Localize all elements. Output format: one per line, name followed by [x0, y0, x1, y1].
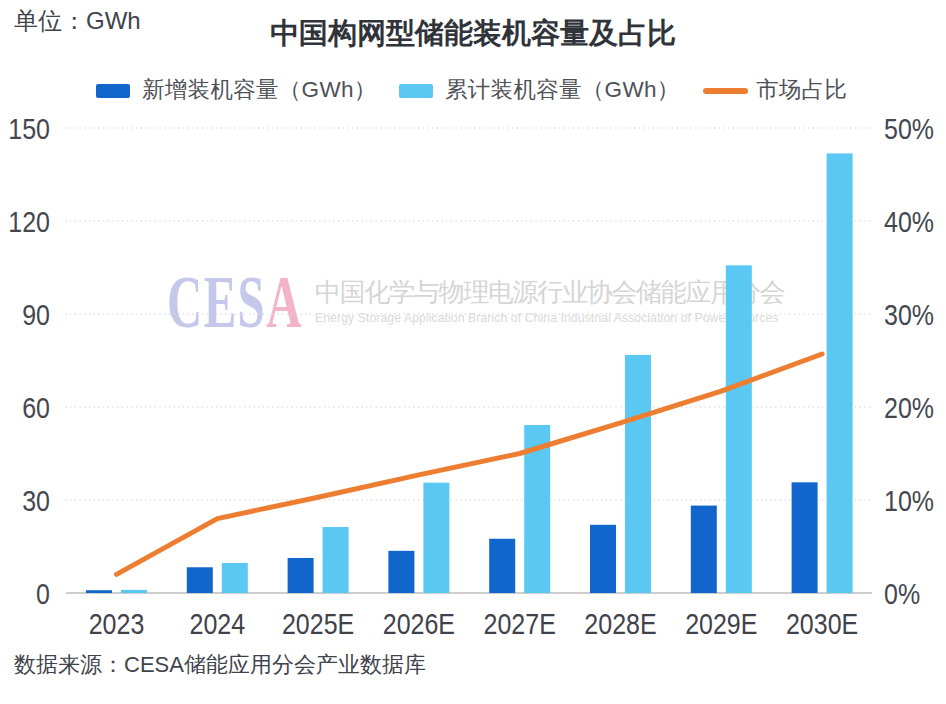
y-axis-left-tick-60: 60 — [22, 392, 50, 424]
bar-new-2026E — [388, 551, 414, 593]
bar-new-2024 — [187, 567, 213, 593]
bar-cumulative-2025E — [323, 527, 349, 593]
x-axis-label-2025E: 2025E — [282, 608, 354, 640]
bar-new-2027E — [489, 539, 515, 593]
x-axis-label-2023: 2023 — [89, 608, 145, 640]
bar-cumulative-2030E — [827, 153, 853, 593]
bar-new-2030E — [792, 482, 818, 593]
bar-new-2023 — [86, 590, 112, 593]
x-labels-group: 2023 2024 2025E 2026E 2027E 2028E 2029E 2030E — [89, 608, 859, 640]
y-axis-right-tick-10%: 10% — [884, 485, 934, 517]
y-axis-left-tick-120: 120 — [8, 206, 50, 238]
bar-cumulative-2029E — [726, 265, 752, 593]
x-axis-label-2024: 2024 — [189, 608, 245, 640]
y-axis-right-tick-30%: 30% — [884, 299, 934, 331]
y-axis-right-tick-0%: 0% — [884, 578, 920, 610]
x-axis-label-2029E: 2029E — [685, 608, 757, 640]
x-axis-label-2030E: 2030E — [786, 608, 858, 640]
y-axis-left-tick-150: 150 — [8, 113, 50, 145]
bar-new-2029E — [691, 506, 717, 593]
y-axis-right-tick-50%: 50% — [884, 113, 934, 145]
x-axis-label-2028E: 2028E — [584, 608, 656, 640]
y-axis-left-tick-0: 0 — [36, 578, 50, 610]
x-axis-label-2027E: 2027E — [484, 608, 556, 640]
bar-cumulative-2026E — [423, 483, 449, 593]
y-axis-left-tick-30: 30 — [22, 485, 50, 517]
bar-cumulative-2024 — [222, 563, 248, 593]
bar-new-2025E — [288, 558, 314, 593]
bar-new-2028E — [590, 525, 616, 593]
bar-cumulative-2023 — [121, 590, 147, 593]
chart-page: 单位：GWh 中国构网型储能装机容量及占比 新增装机容量（GWh） 累计装机容量… — [0, 0, 946, 704]
bar-cumulative-2028E — [625, 355, 651, 593]
y-axis-right-tick-40%: 40% — [884, 206, 934, 238]
source-note: 数据来源：CESA储能应用分会产业数据库 — [14, 650, 426, 680]
chart-canvas: 03060901201500%10%20%30%40%50% 202320242… — [0, 0, 946, 704]
y-axis-right-tick-20%: 20% — [884, 392, 934, 424]
y-axis-left-tick-90: 90 — [22, 299, 50, 331]
x-axis-label-2026E: 2026E — [383, 608, 455, 640]
